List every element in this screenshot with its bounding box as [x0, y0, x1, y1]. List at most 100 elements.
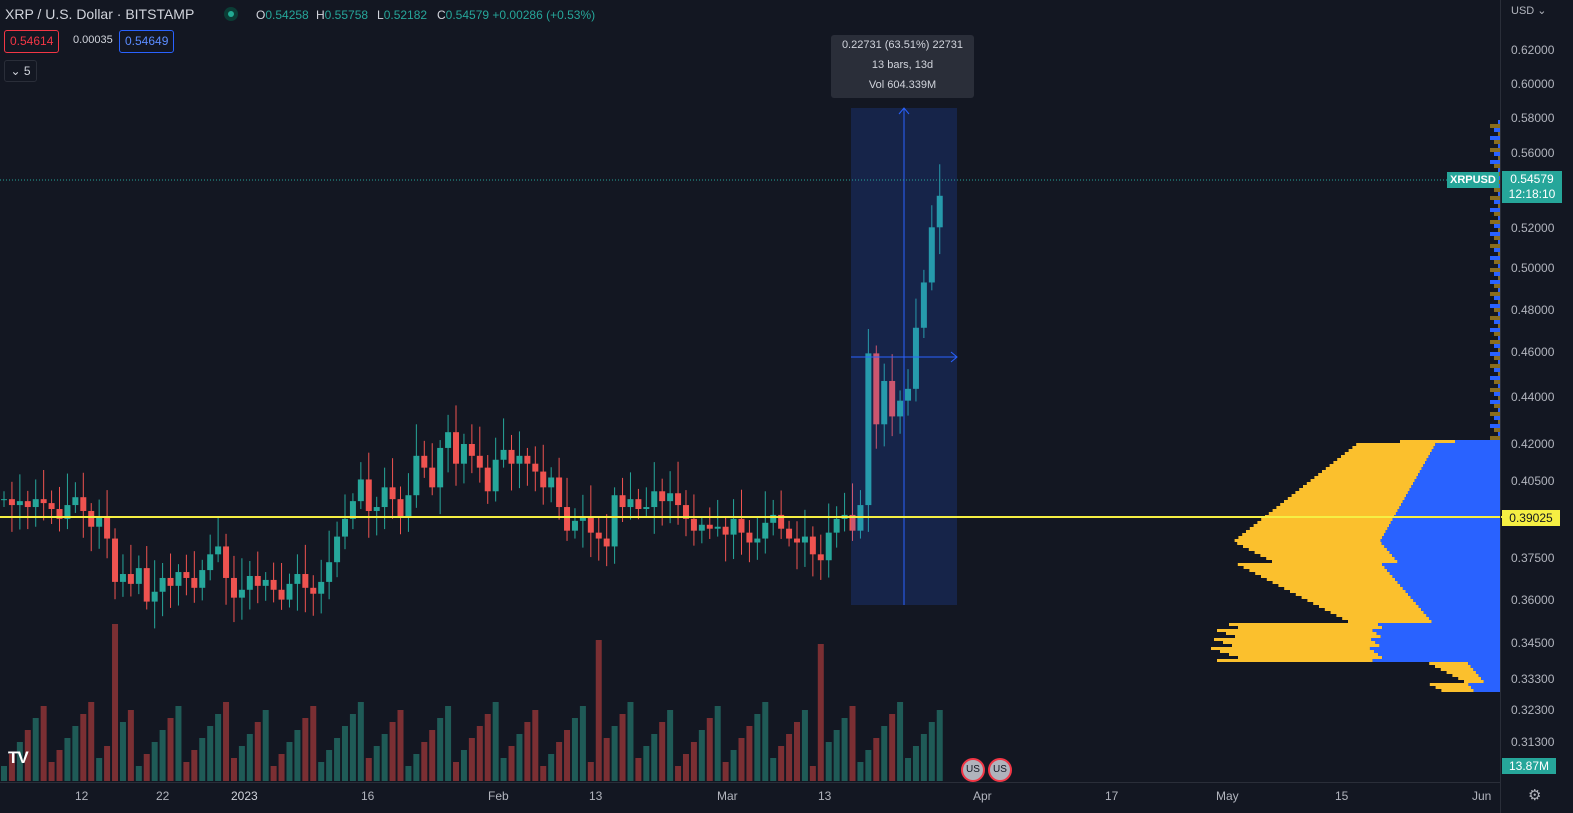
candle[interactable]: [881, 380, 888, 425]
symbol-title[interactable]: XRP / U.S. Dollar · BITSTAMP: [5, 6, 195, 22]
candle[interactable]: [817, 554, 824, 561]
candle[interactable]: [16, 501, 23, 506]
candle[interactable]: [56, 509, 63, 519]
candle[interactable]: [48, 503, 55, 510]
candle[interactable]: [96, 516, 103, 527]
gear-icon[interactable]: ⚙: [1528, 787, 1542, 804]
candle[interactable]: [540, 471, 547, 488]
candle[interactable]: [40, 499, 47, 504]
candle[interactable]: [215, 546, 222, 555]
candle[interactable]: [920, 282, 927, 328]
candle[interactable]: [905, 388, 912, 401]
candle[interactable]: [167, 577, 174, 586]
candle[interactable]: [603, 538, 610, 547]
candle[interactable]: [310, 587, 317, 594]
us-flag-icon[interactable]: US: [961, 758, 985, 782]
candle[interactable]: [64, 505, 71, 519]
candle[interactable]: [460, 444, 467, 464]
candle[interactable]: [32, 499, 39, 508]
candle[interactable]: [127, 574, 134, 584]
candle[interactable]: [738, 518, 745, 533]
candle[interactable]: [778, 514, 785, 529]
candle[interactable]: [730, 518, 737, 535]
candle[interactable]: [619, 495, 626, 508]
candle[interactable]: [714, 526, 721, 529]
candle[interactable]: [8, 499, 15, 506]
candle[interactable]: [508, 449, 515, 464]
candle[interactable]: [278, 589, 285, 600]
candle[interactable]: [24, 501, 31, 508]
candle[interactable]: [825, 532, 832, 561]
candle[interactable]: [104, 516, 111, 539]
candle[interactable]: [199, 570, 206, 588]
candle[interactable]: [413, 455, 420, 496]
candle[interactable]: [112, 538, 119, 582]
candle[interactable]: [254, 575, 261, 586]
candle[interactable]: [579, 516, 586, 521]
candle[interactable]: [159, 577, 166, 592]
candle[interactable]: [270, 579, 277, 590]
candle[interactable]: [453, 432, 460, 464]
candle[interactable]: [349, 501, 356, 519]
candle[interactable]: [548, 477, 555, 488]
candle[interactable]: [643, 507, 650, 510]
candle[interactable]: [564, 507, 571, 531]
candle[interactable]: [611, 495, 618, 547]
candle[interactable]: [722, 526, 729, 535]
candle[interactable]: [682, 505, 689, 519]
candle[interactable]: [595, 532, 602, 539]
candle[interactable]: [294, 574, 301, 584]
candle[interactable]: [373, 507, 380, 511]
candle[interactable]: [936, 195, 943, 228]
candle[interactable]: [476, 455, 483, 468]
indicators-collapse-button[interactable]: ⌄ 5: [4, 60, 37, 82]
candle[interactable]: [516, 455, 523, 464]
candle[interactable]: [230, 577, 237, 598]
candle[interactable]: [809, 536, 816, 555]
candle[interactable]: [286, 583, 293, 600]
candle[interactable]: [135, 568, 142, 584]
candle[interactable]: [183, 572, 190, 578]
candle[interactable]: [262, 579, 269, 586]
candle[interactable]: [865, 353, 872, 506]
candle[interactable]: [302, 574, 309, 588]
candle[interactable]: [175, 572, 182, 586]
candle[interactable]: [667, 493, 674, 502]
candle[interactable]: [143, 568, 150, 602]
candle[interactable]: [223, 546, 230, 578]
candle[interactable]: [445, 432, 452, 448]
candle[interactable]: [524, 455, 531, 464]
candle[interactable]: [421, 455, 428, 468]
candle[interactable]: [690, 518, 697, 531]
sell-button[interactable]: 0.54614: [4, 30, 60, 53]
candle[interactable]: [318, 581, 325, 594]
candle[interactable]: [571, 520, 578, 531]
candle[interactable]: [72, 497, 79, 506]
candle[interactable]: [246, 575, 253, 590]
candle[interactable]: [556, 477, 563, 508]
candle[interactable]: [770, 514, 777, 523]
candle[interactable]: [357, 479, 364, 502]
candle[interactable]: [698, 524, 705, 531]
candle[interactable]: [365, 479, 372, 511]
candle[interactable]: [341, 518, 348, 537]
candle[interactable]: [587, 516, 594, 533]
candle[interactable]: [928, 227, 935, 283]
candle[interactable]: [88, 510, 95, 527]
candle[interactable]: [484, 467, 491, 492]
candle[interactable]: [746, 532, 753, 543]
candle[interactable]: [627, 499, 634, 508]
candle[interactable]: [119, 574, 126, 582]
candle[interactable]: [492, 459, 499, 492]
candle[interactable]: [429, 467, 436, 488]
candle[interactable]: [754, 538, 761, 543]
candle[interactable]: [889, 380, 896, 417]
candle[interactable]: [801, 536, 808, 543]
candle[interactable]: [912, 327, 919, 389]
candle[interactable]: [468, 444, 475, 456]
candle[interactable]: [651, 491, 658, 508]
currency-selector[interactable]: USD ⌄: [1511, 4, 1547, 17]
candle[interactable]: [437, 447, 444, 488]
candle[interactable]: [833, 518, 840, 533]
candle[interactable]: [405, 495, 412, 517]
